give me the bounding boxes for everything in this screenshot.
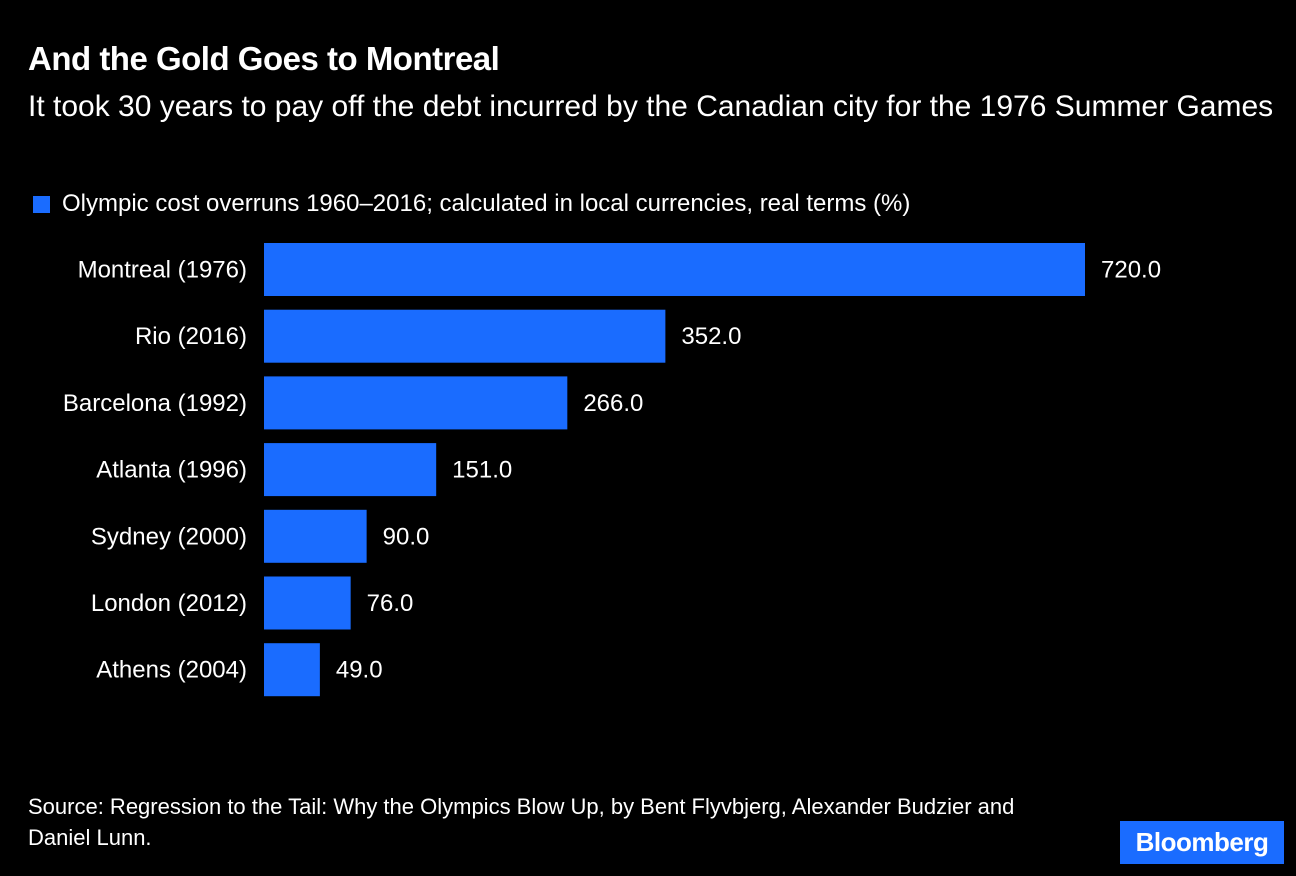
category-label: Barcelona (1992) <box>63 390 247 417</box>
bar <box>264 376 568 430</box>
value-label: 720.0 <box>1101 257 1161 284</box>
bar <box>264 643 320 697</box>
value-label: 90.0 <box>383 523 430 550</box>
bar <box>264 509 367 563</box>
category-label: Montreal (1976) <box>78 257 247 284</box>
category-label: Atlanta (1996) <box>96 457 247 484</box>
bloomberg-logo: Bloomberg <box>1120 821 1284 864</box>
legend-swatch <box>33 195 50 213</box>
chart-subtitle: It took 30 years to pay off the debt inc… <box>28 90 1274 123</box>
category-label: Sydney (2000) <box>91 523 247 550</box>
legend: Olympic cost overruns 1960–2016; calcula… <box>33 190 910 218</box>
category-label: Athens (2004) <box>96 657 247 684</box>
source-note: Source: Regression to the Tail: Why the … <box>28 794 1015 850</box>
value-label: 352.0 <box>681 323 741 350</box>
bar <box>264 309 666 363</box>
category-label: Rio (2016) <box>135 323 247 350</box>
bar <box>264 576 351 630</box>
value-label: 49.0 <box>336 657 383 684</box>
value-label: 266.0 <box>583 390 643 417</box>
bar <box>264 443 437 497</box>
value-label: 76.0 <box>367 590 414 617</box>
value-label: 151.0 <box>452 457 512 484</box>
bar <box>264 243 1085 296</box>
category-label: London (2012) <box>91 590 247 617</box>
chart-title: And the Gold Goes to Montreal <box>28 40 500 77</box>
legend-label: Olympic cost overruns 1960–2016; calcula… <box>62 190 911 217</box>
